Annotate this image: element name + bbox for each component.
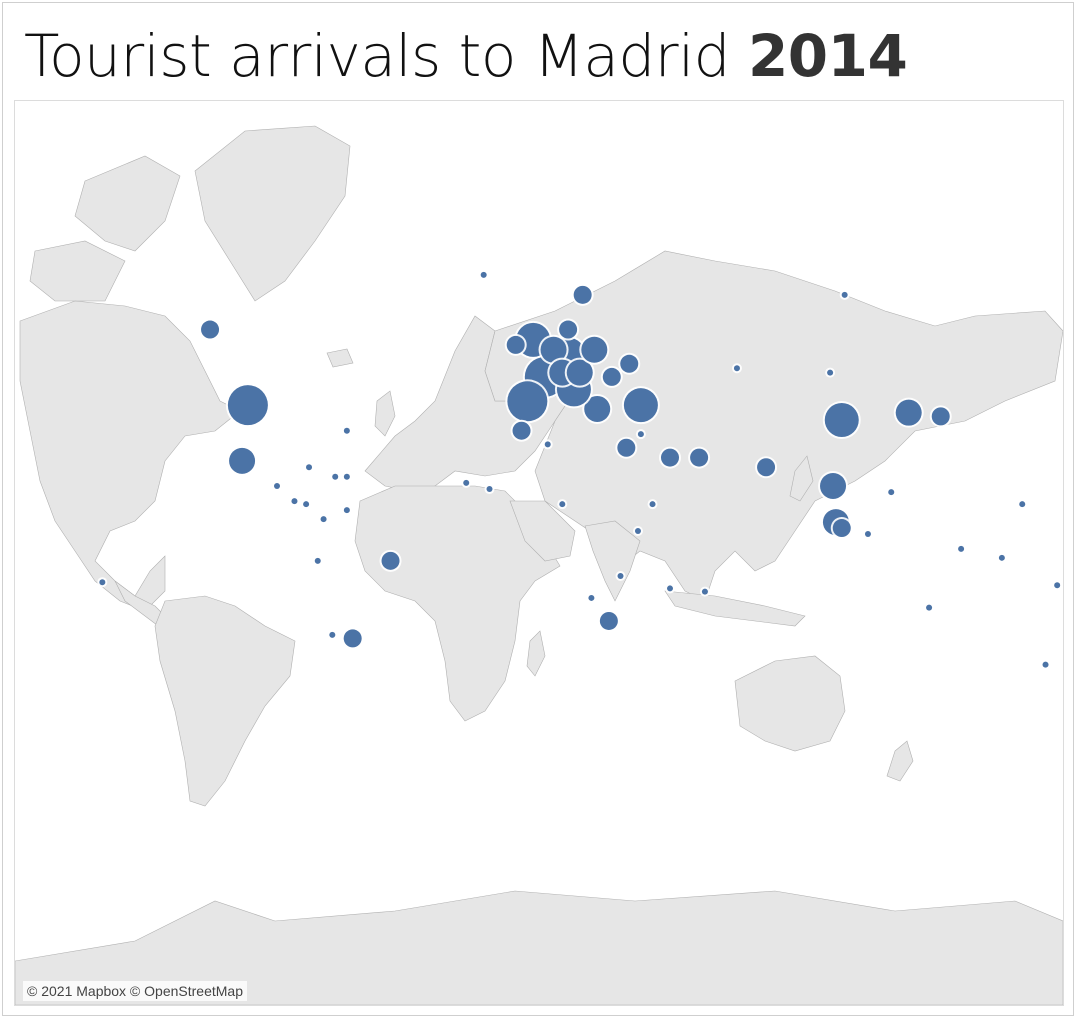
- land-iceland: [326, 348, 354, 368]
- arrival-marker[interactable]: [623, 388, 658, 423]
- map-canvas[interactable]: [15, 101, 1063, 1005]
- arrival-marker[interactable]: [559, 501, 566, 508]
- arrival-marker[interactable]: [291, 498, 298, 505]
- world-map[interactable]: © 2021 Mapbox © OpenStreetMap: [14, 100, 1064, 1006]
- arrival-marker[interactable]: [227, 385, 268, 426]
- arrival-marker[interactable]: [637, 431, 644, 438]
- arrival-marker[interactable]: [463, 479, 470, 486]
- arrival-marker[interactable]: [303, 501, 310, 508]
- land-asia: [484, 250, 1063, 602]
- arrival-marker[interactable]: [573, 285, 592, 304]
- arrival-marker[interactable]: [540, 336, 567, 363]
- land-arabia: [509, 500, 576, 562]
- arrival-marker[interactable]: [820, 472, 847, 499]
- arrival-marker[interactable]: [99, 579, 106, 586]
- arrival-marker[interactable]: [733, 365, 740, 372]
- land-australia: [734, 655, 846, 752]
- land-india: [584, 520, 641, 602]
- arrival-marker[interactable]: [599, 611, 618, 630]
- arrival-marker[interactable]: [329, 631, 336, 638]
- arrival-marker[interactable]: [841, 291, 848, 298]
- arrival-marker[interactable]: [343, 629, 362, 648]
- arrival-marker[interactable]: [832, 519, 851, 538]
- arrival-marker[interactable]: [314, 557, 321, 564]
- arrival-marker[interactable]: [229, 447, 256, 474]
- arrival-marker[interactable]: [381, 551, 400, 570]
- arrival-marker[interactable]: [701, 588, 708, 595]
- title-text: Tourist arrivals to Madrid: [24, 22, 731, 90]
- arrival-marker[interactable]: [757, 458, 776, 477]
- arrival-marker[interactable]: [824, 403, 859, 438]
- arrival-marker[interactable]: [320, 516, 327, 523]
- arrival-marker[interactable]: [617, 573, 624, 580]
- land-arctic-islands-2: [29, 240, 126, 302]
- land-japan: [789, 455, 814, 502]
- land-greenland: [194, 125, 351, 302]
- map-attribution[interactable]: © 2021 Mapbox © OpenStreetMap: [23, 981, 247, 1001]
- arrival-marker[interactable]: [559, 320, 578, 339]
- arrival-marker[interactable]: [544, 441, 551, 448]
- land-arctic-islands: [74, 155, 181, 252]
- arrival-marker[interactable]: [512, 421, 531, 440]
- arrival-marker[interactable]: [566, 359, 593, 386]
- marker-layer: [97, 269, 1063, 670]
- arrival-marker[interactable]: [895, 399, 922, 426]
- land-south-america: [154, 595, 296, 807]
- arrival-marker[interactable]: [480, 271, 487, 278]
- arrival-marker[interactable]: [306, 464, 313, 471]
- arrival-marker[interactable]: [690, 448, 709, 467]
- land-north-america: [19, 300, 241, 612]
- page-title: Tourist arrivals to Madrid 2014: [24, 20, 908, 92]
- arrival-marker[interactable]: [827, 369, 834, 376]
- title-year: 2014: [747, 22, 908, 90]
- arrival-marker[interactable]: [506, 335, 525, 354]
- arrival-marker[interactable]: [1054, 582, 1061, 589]
- arrival-marker[interactable]: [486, 486, 493, 493]
- arrival-marker[interactable]: [998, 554, 1005, 561]
- arrival-marker[interactable]: [888, 489, 895, 496]
- arrival-marker[interactable]: [343, 507, 350, 514]
- arrival-marker[interactable]: [667, 585, 673, 592]
- land-uk: [374, 390, 396, 437]
- arrival-marker[interactable]: [584, 395, 611, 422]
- arrival-marker[interactable]: [274, 482, 280, 489]
- arrival-marker[interactable]: [617, 438, 636, 457]
- land-madagascar: [526, 630, 546, 677]
- arrival-marker[interactable]: [332, 473, 339, 480]
- arrival-marker[interactable]: [507, 381, 548, 422]
- land-layer: [15, 125, 1063, 1005]
- arrival-marker[interactable]: [201, 320, 220, 339]
- arrival-marker[interactable]: [864, 530, 871, 537]
- arrival-marker[interactable]: [634, 528, 641, 534]
- arrival-marker[interactable]: [602, 367, 621, 386]
- arrival-marker[interactable]: [1019, 501, 1026, 508]
- arrival-marker[interactable]: [343, 427, 350, 434]
- arrival-marker[interactable]: [926, 604, 933, 611]
- land-antarctica: [15, 890, 1063, 1005]
- arrival-marker[interactable]: [958, 545, 965, 552]
- arrival-marker[interactable]: [581, 336, 608, 363]
- land-new-zealand: [886, 740, 914, 782]
- land-indonesia: [664, 590, 806, 627]
- arrival-marker[interactable]: [661, 448, 679, 467]
- arrival-marker[interactable]: [649, 501, 656, 508]
- arrival-marker[interactable]: [588, 594, 595, 601]
- arrival-marker[interactable]: [1042, 661, 1049, 668]
- arrival-marker[interactable]: [931, 407, 950, 426]
- arrival-marker[interactable]: [343, 473, 350, 480]
- arrival-marker[interactable]: [620, 354, 639, 373]
